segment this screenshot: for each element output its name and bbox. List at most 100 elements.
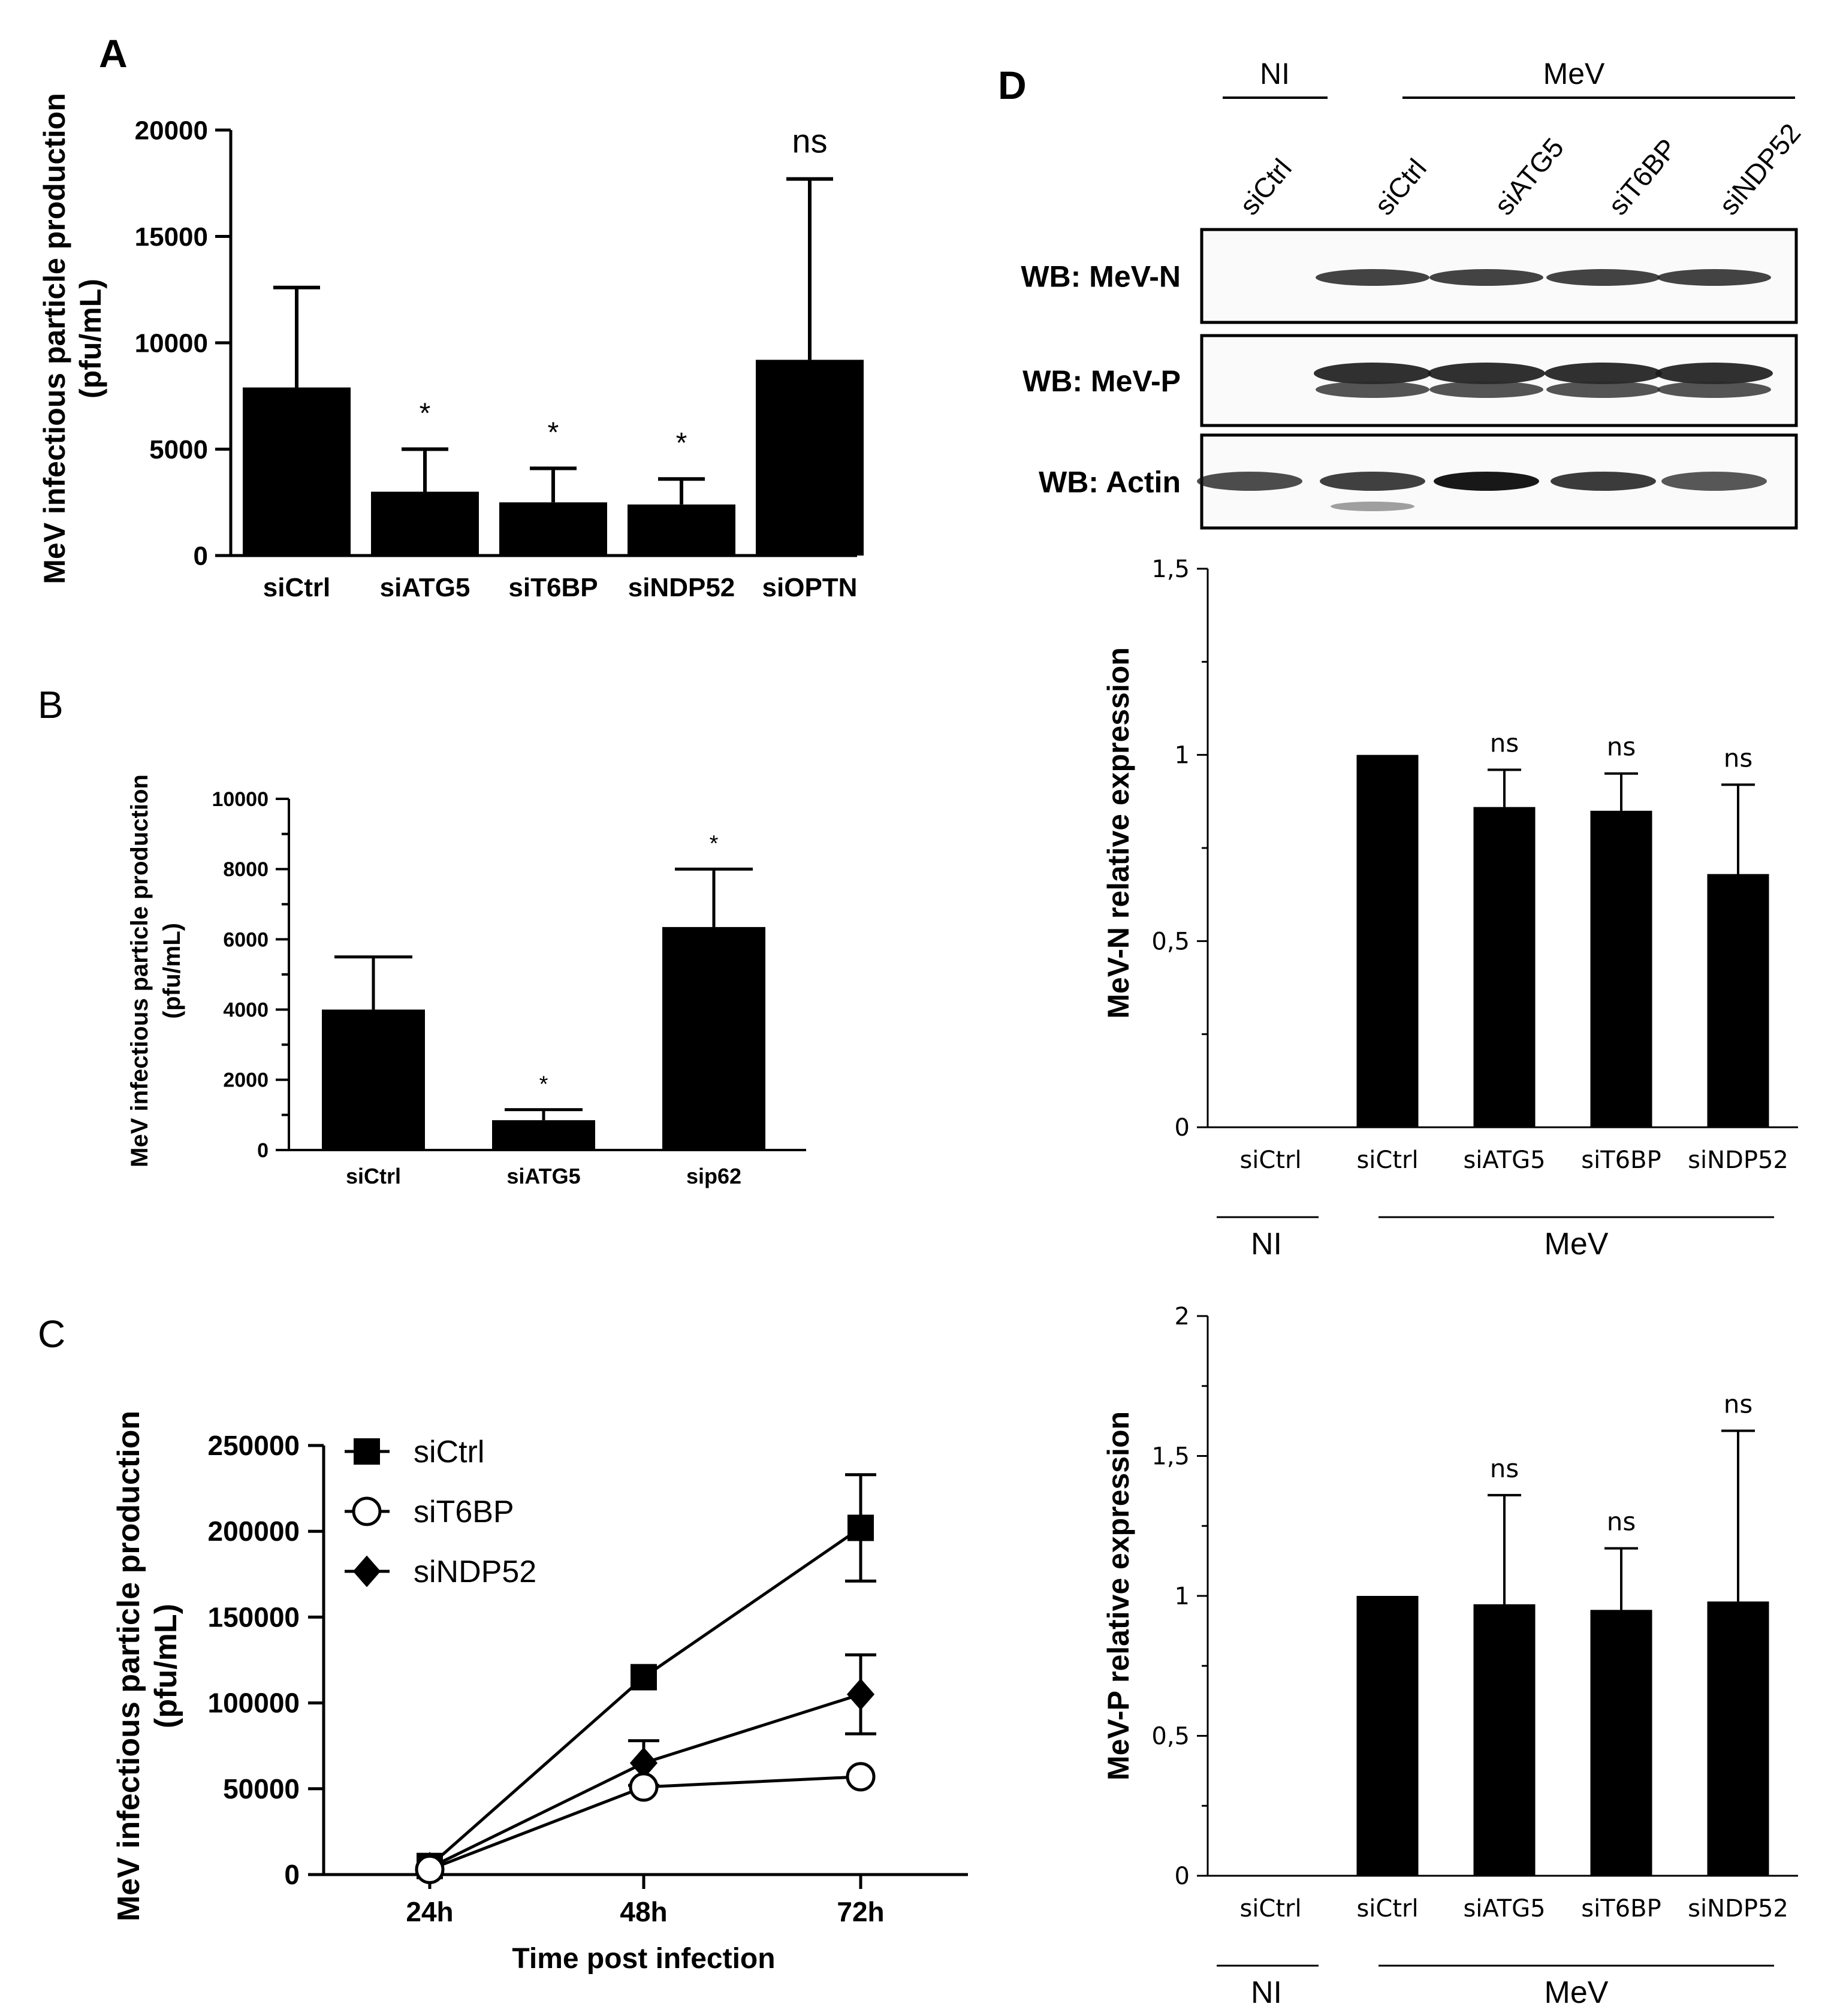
panel-d-mev-n-chart: 0 0,5 1 1,5 siCtrl siCtrl ns siATG5 ns siT6BP ns si… [1102, 556, 1798, 1261]
bar-sictrl [322, 1009, 425, 1150]
group-mev-label: MeV [1545, 1975, 1609, 2010]
point-sictrl-48h [631, 1664, 657, 1691]
panel-letter-c: C [38, 1312, 65, 1356]
y-tick-label: 20000 [135, 116, 208, 145]
panel-letter-d: D [998, 63, 1027, 107]
bar-sindp52 [1707, 874, 1769, 1127]
band-mev-p-lower-1 [1316, 381, 1429, 398]
y-axis-title-line1: MeV infectious particle production [126, 774, 153, 1167]
group-ni-label: NI [1251, 1227, 1282, 1261]
significance-label: ns [1607, 1507, 1636, 1537]
x-tick-label-sictrl: siCtrl [1356, 1146, 1418, 1174]
band-mev-p-lower-2 [1429, 381, 1543, 398]
y-tick-label: 10000 [135, 328, 208, 358]
bar-sit6bp [499, 502, 607, 556]
significance-label: ns [1490, 729, 1519, 758]
point-sit6bp-72h [846, 1762, 876, 1792]
significance-label: ns [1607, 732, 1636, 762]
blot-row-label-wb-actin: WB: Actin [1039, 466, 1181, 499]
significance-label: ns [1724, 743, 1753, 772]
bar-sit6bp [1590, 810, 1652, 1127]
x-tick-label-sictrl: siCtrl [1239, 1146, 1301, 1174]
x-tick-label-siatg5: siATG5 [1463, 1895, 1545, 1923]
bar-sictrl [1356, 755, 1419, 1127]
y-tick-label: 250000 [208, 1430, 300, 1461]
legend-label-sit6bp: siT6BP [414, 1495, 514, 1529]
significance-label: * [676, 427, 687, 459]
x-tick-label-sit6bp: siT6BP [1581, 1895, 1661, 1923]
y-tick-label: 1 [1175, 1583, 1190, 1610]
y-tick-label: 15000 [135, 222, 208, 252]
bar-sictrl [243, 387, 351, 556]
band-actin-faint [1331, 502, 1414, 511]
y-tick-label: 10000 [212, 788, 269, 811]
band-mev-p-upper-2 [1428, 363, 1545, 384]
x-tick-label-sictrl: siCtrl [1356, 1895, 1418, 1923]
legend-label-sindp52: siNDP52 [414, 1555, 536, 1589]
bar-sictrl [1356, 1596, 1419, 1876]
bar-siatg5 [492, 1120, 595, 1150]
y-axis-title: MeV-P relative expression [1102, 1411, 1135, 1780]
x-tick-label-sindp52: siNDP52 [1688, 1146, 1788, 1174]
band-mev-p-upper-3 [1545, 363, 1662, 384]
y-tick-label: 0 [1175, 1114, 1190, 1142]
panel-d-western-blot: NI MeV siCtrl siCtrl siATG5 siT6BP siNDP52 WB: … [1021, 57, 1806, 530]
bar-sioptn [756, 360, 864, 556]
band-mev-p-upper-1 [1314, 363, 1431, 384]
significance-label: * [710, 831, 719, 856]
blot-group-ni: NI [1260, 57, 1290, 90]
band-mev-p-upper-4 [1655, 363, 1773, 384]
band-mev-n-4 [1657, 269, 1771, 286]
y-tick-label: 4000 [223, 999, 269, 1022]
x-tick-label-sioptn: siOPTN [762, 573, 858, 602]
bar-sip62 [662, 926, 765, 1150]
panel-c-line-chart: 0 50000 100000 150000 200000 250000 24h 48h 72h T… [111, 1411, 968, 1975]
point-sit6bp-48h [629, 1772, 659, 1802]
x-tick-label-48h: 48h [620, 1896, 667, 1927]
band-actin-2 [1434, 472, 1539, 491]
blot-row-label-wb-mev-p: WB: MeV-P [1022, 364, 1181, 398]
band-mev-n-2 [1429, 269, 1543, 286]
y-tick-label: 100000 [208, 1688, 300, 1719]
y-tick-label: 0 [284, 1859, 300, 1890]
blot-lane-label-sictrl: siCtrl [1233, 153, 1298, 221]
point-sit6bp-24h [415, 1854, 445, 1884]
legend-marker-sictrl [354, 1438, 380, 1465]
significance-label: * [420, 398, 431, 430]
bar-sit6bp [1590, 1610, 1652, 1876]
significance-label: ns [792, 122, 827, 160]
point-sictrl-72h [847, 1514, 874, 1541]
y-axis-title-line1: MeV infectious particle production [38, 93, 71, 584]
group-mev-label: MeV [1545, 1227, 1609, 1261]
point-sindp52-48h [629, 1747, 658, 1779]
y-tick-label: 8000 [223, 858, 269, 881]
x-tick-label-siatg5: siATG5 [380, 573, 470, 602]
band-mev-n-3 [1546, 269, 1660, 286]
blot-lane-label-sictrl: siCtrl [1368, 153, 1432, 221]
y-axis-title-line1: MeV infectious particle production [111, 1411, 146, 1921]
x-tick-label-sictrl: siCtrl [263, 573, 330, 602]
y-tick-label: 50000 [223, 1773, 300, 1804]
blot-group-mev: MeV [1543, 57, 1605, 90]
x-tick-label-siatg5: siATG5 [506, 1164, 580, 1188]
x-tick-label-sit6bp: siT6BP [508, 573, 598, 602]
x-tick-label-sip62: sip62 [686, 1164, 741, 1188]
panel-letter-b: B [38, 683, 64, 726]
legend-marker-sindp52 [352, 1555, 381, 1588]
significance-label: ns [1490, 1454, 1519, 1483]
y-tick-label: 1,5 [1151, 1443, 1190, 1471]
significance-label: ns [1724, 1389, 1753, 1419]
bar-siatg5 [371, 491, 479, 556]
panel-d-mev-p-chart: 0 0,5 1 1,5 2 siCtrl siCtrl ns siATG5 ns siT6BP ns s… [1102, 1303, 1798, 2010]
y-axis-title: MeV-N relative expression [1102, 647, 1135, 1019]
x-tick-label-sit6bp: siT6BP [1581, 1146, 1661, 1174]
x-tick-label-24h: 24h [406, 1896, 453, 1927]
blot-lane-label-siatg5: siATG5 [1488, 132, 1570, 221]
significance-label: * [548, 417, 559, 448]
y-tick-label: 0 [257, 1139, 269, 1162]
y-tick-label: 1,5 [1151, 556, 1190, 583]
y-tick-label: 6000 [223, 928, 269, 951]
band-actin-3 [1551, 472, 1656, 491]
band-actin-4 [1661, 472, 1767, 491]
bar-sindp52 [628, 504, 735, 556]
